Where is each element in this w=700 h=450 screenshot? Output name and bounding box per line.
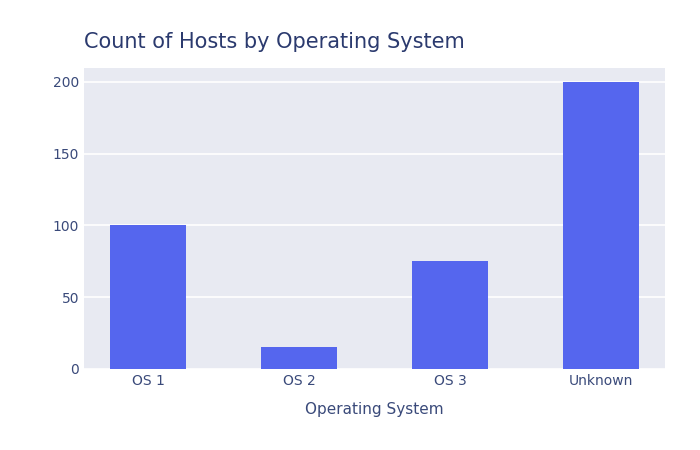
Bar	[111, 225, 186, 369]
Bar	[412, 261, 488, 369]
Bar	[563, 82, 638, 369]
X-axis label: Operating System: Operating System	[305, 402, 444, 417]
Bar	[261, 347, 337, 369]
Text: Count of Hosts by Operating System: Count of Hosts by Operating System	[84, 32, 465, 52]
